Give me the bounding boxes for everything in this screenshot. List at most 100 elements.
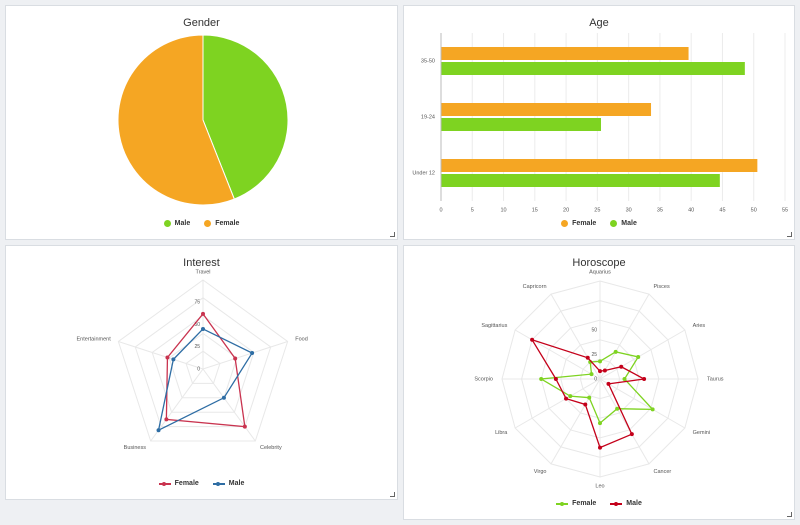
data-point-female — [587, 395, 592, 400]
data-point-female — [613, 349, 618, 354]
series-line-female — [165, 312, 246, 428]
x-tick-label: 10 — [500, 207, 506, 213]
r-tick-label: 75 — [194, 300, 200, 306]
radar-spoke — [514, 378, 601, 429]
bar-male — [441, 62, 745, 75]
bar-female — [441, 159, 758, 172]
y-tick-label: Under 12 — [412, 170, 435, 176]
data-point-male — [564, 396, 569, 401]
axis-label: Aquarius — [589, 269, 611, 275]
axis-label: Food — [295, 336, 308, 342]
data-point-female — [636, 354, 641, 359]
radar-spoke — [550, 378, 601, 465]
horoscope-panel: Horoscope Aquarius Pisces Aries Taurus Gemin… — [403, 245, 795, 520]
data-point-female — [242, 424, 247, 429]
data-point-female — [650, 407, 655, 412]
r-tick-label: 50 — [591, 327, 597, 333]
radar-spoke — [599, 293, 650, 380]
radar-spoke — [550, 293, 601, 380]
resize-handle[interactable] — [390, 492, 395, 497]
legend-item-female[interactable]: Female — [204, 220, 239, 227]
interest-legend: Female Male — [6, 480, 397, 487]
resize-handle[interactable] — [787, 512, 792, 517]
axis-label: Celebrity — [260, 445, 282, 451]
radar-grid-ring — [134, 297, 272, 428]
data-point-male — [221, 395, 226, 400]
r-tick-label: 0 — [197, 366, 200, 372]
data-point-female — [622, 377, 627, 381]
data-point-female — [598, 421, 602, 426]
data-point-female — [589, 372, 594, 377]
axis-label: Libra — [495, 430, 508, 436]
axis-label: Taurus — [707, 376, 724, 382]
panel-title: Horoscope — [572, 257, 626, 269]
panel-title: Gender — [183, 17, 220, 29]
axis-label: Business — [124, 445, 147, 451]
x-tick-label: 5 — [471, 207, 474, 213]
data-point-female — [568, 394, 573, 399]
radar-grid-ring — [151, 314, 255, 413]
legend-item-female[interactable]: Female — [561, 220, 596, 227]
r-tick-label: 50 — [194, 322, 200, 328]
legend-item-female[interactable]: Female — [556, 500, 596, 507]
radar-spoke — [599, 378, 686, 429]
data-point-male — [583, 402, 588, 407]
data-point-male — [642, 377, 647, 381]
radar-spoke — [514, 329, 601, 380]
axis-label: Sagittarius — [481, 323, 507, 329]
legend-item-male[interactable]: Male — [163, 220, 190, 227]
interest-panel: Interest Travel Food Celebrity Business Ente… — [5, 245, 398, 500]
axis-label: Travel — [195, 269, 210, 275]
axis-label: Pisces — [654, 284, 670, 290]
data-point-male — [250, 351, 255, 356]
series-line-female — [539, 351, 655, 425]
data-point-female — [201, 311, 205, 316]
bar-male — [441, 118, 601, 131]
data-point-female — [615, 406, 620, 411]
gender-panel: Gender Male Female — [5, 5, 398, 240]
x-tick-label: 30 — [626, 207, 632, 213]
x-tick-label: 45 — [719, 207, 725, 213]
data-point-male — [598, 445, 602, 450]
data-point-male — [171, 357, 176, 362]
legend-item-female[interactable]: Female — [158, 480, 199, 487]
r-tick-label: 25 — [194, 344, 200, 350]
x-tick-label: 15 — [532, 207, 538, 213]
axis-label: Cancer — [654, 469, 672, 475]
data-point-male — [156, 428, 161, 433]
age-legend: Female Male — [404, 220, 794, 227]
data-point-male — [553, 377, 558, 381]
x-tick-label: 50 — [751, 207, 757, 213]
age-chart: 0 5 10 15 20 25 30 35 40 45 50 55 35-50 19-24 Under 12 — [412, 33, 788, 213]
resize-handle[interactable] — [787, 232, 792, 237]
age-panel: Age 0 5 10 15 20 25 30 35 40 45 50 55 35-50 19-24 Unde… — [403, 5, 795, 240]
data-point-male — [585, 355, 590, 360]
bar-male — [441, 174, 720, 187]
axis-label: Leo — [595, 483, 604, 489]
r-tick-label: 25 — [591, 352, 597, 358]
resize-handle[interactable] — [390, 232, 395, 237]
interest-chart: Travel Food Celebrity Business Entertainment… — [76, 269, 308, 451]
legend-item-male[interactable]: Male — [610, 500, 642, 507]
pie-slice-male — [202, 34, 289, 200]
data-point-male — [602, 368, 607, 373]
bar-female — [441, 47, 689, 60]
gender-legend: Male Female — [6, 220, 397, 227]
data-point-male — [530, 337, 535, 342]
data-point-female — [233, 356, 238, 361]
data-point-male — [598, 369, 602, 374]
x-tick-label: 35 — [657, 207, 663, 213]
pie-slice-female — [117, 34, 235, 206]
y-tick-label: 19-24 — [421, 114, 435, 120]
x-tick-label: 0 — [439, 207, 442, 213]
data-point-female — [165, 355, 170, 360]
axis-label: Virgo — [534, 469, 547, 475]
legend-item-male[interactable]: Male — [212, 480, 244, 487]
x-tick-label: 25 — [594, 207, 600, 213]
axis-label: Aries — [693, 323, 706, 329]
data-point-female — [164, 417, 169, 422]
legend-item-male[interactable]: Male — [610, 220, 637, 227]
x-tick-label: 20 — [563, 207, 569, 213]
axis-label: Capricorn — [523, 284, 547, 290]
x-tick-label: 55 — [782, 207, 788, 213]
